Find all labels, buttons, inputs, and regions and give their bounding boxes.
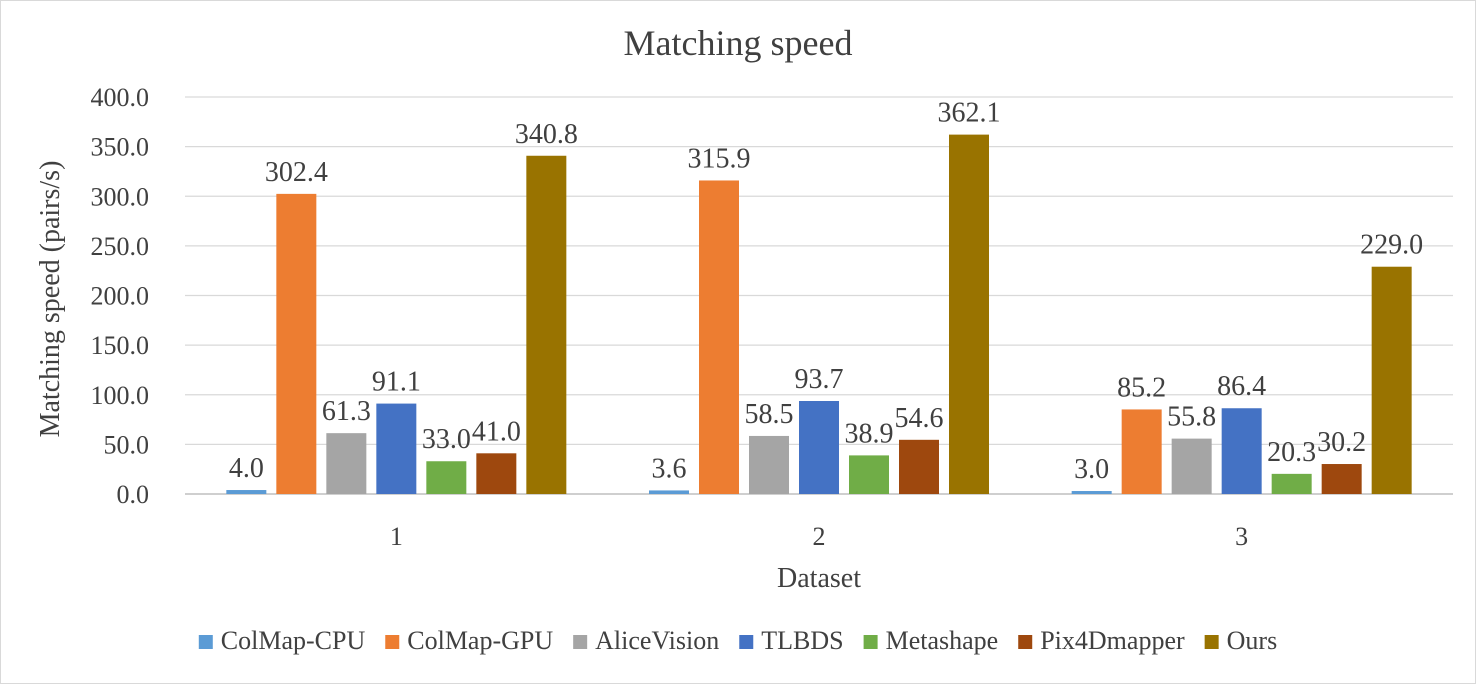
legend-label-ours: Ours [1227,626,1278,655]
bar-metashape-2 [849,455,889,494]
data-label: 86.4 [1217,371,1266,402]
bar-alicevision-3 [1171,438,1212,494]
data-label: 30.2 [1317,427,1366,458]
y-tick-label: 400.0 [91,83,150,112]
bar-ours-3 [1371,266,1412,494]
data-label: 33.0 [422,424,471,455]
bar-tlbds-3 [1221,408,1262,494]
legend-label-tlbds: TLBDS [761,626,843,655]
data-labels: 4.0 302.4 61.391.133.0 41.0 340.8 3.6 315.9 58.… [229,98,1423,485]
x-axis-label: Dataset [777,563,861,594]
bar-colmap-gpu-1 [276,193,317,495]
data-label: 85.2 [1117,372,1166,403]
legend-swatch-colmap-cpu [198,635,213,649]
bar-tlbds-1 [376,403,417,494]
data-label: 20.3 [1267,437,1316,468]
y-tick-label: 250.0 [91,232,150,261]
legend-label-colmap-gpu: ColMap-GPU [407,626,553,655]
legend-swatch-tlbds [739,635,754,649]
x-tick-label: 1 [390,522,403,551]
data-label: 315.9 [688,143,751,174]
y-tick-label: 200.0 [91,282,150,311]
y-tick-label: 350.0 [91,133,150,162]
legend-label-metashape: Metashape [886,626,999,655]
bar-colmap-gpu-3 [1121,409,1162,494]
bar-metashape-3 [1271,473,1312,494]
bar-pix4dmapper-3 [1321,464,1362,494]
data-label: 3.0 [1074,454,1109,485]
legend-label-colmap-cpu: ColMap-CPU [221,626,366,655]
chart-title: Matching speed [624,23,853,63]
data-label: 38.9 [845,418,894,449]
y-tick-label: 100.0 [91,381,150,410]
bar-alicevision-2 [749,435,789,494]
bar-pix4dmapper-2 [899,439,939,494]
bars [226,134,1412,495]
data-label: 362.1 [938,98,1001,129]
data-label: 3.6 [652,453,687,484]
data-label: 58.5 [745,399,794,430]
data-label: 91.1 [372,367,421,398]
bar-tlbds-2 [799,401,839,494]
y-tick-label: 150.0 [91,331,150,360]
legend: ColMap-CPU ColMap-GPU AliceVision TLBDS Meta… [198,626,1278,655]
data-label: 302.4 [265,157,328,188]
data-label: 93.7 [795,364,844,395]
y-axis-label: Matching speed (pairs/s) [35,161,66,438]
data-label: 4.0 [229,453,264,484]
data-label: 61.3 [322,396,371,427]
bar-metashape-1 [426,461,467,494]
bar-ours-2 [949,134,989,494]
bar-pix4dmapper-1 [476,453,517,494]
legend-swatch-alicevision [573,635,588,649]
bar-colmap-gpu-2 [699,180,739,495]
bar-ours-1 [526,155,567,495]
legend-swatch-metashape [863,635,878,649]
bar-colmap-cpu-1 [226,490,267,494]
bar-colmap-cpu-3 [1071,491,1112,494]
y-tick-label: 300.0 [91,182,150,211]
x-axis-ticks: 1 2 3 [390,522,1248,551]
data-label: 54.6 [895,403,944,434]
legend-swatch-pix4dmapper [1018,635,1033,649]
bar-alicevision-1 [326,433,367,494]
legend-label-pix4dmapper: Pix4Dmapper [1040,626,1185,655]
data-label: 229.0 [1360,230,1423,261]
x-tick-label: 2 [813,522,826,551]
y-tick-label: 50.0 [104,430,150,459]
data-label: 55.8 [1167,402,1216,433]
x-tick-label: 3 [1235,522,1248,551]
legend-swatch-colmap-gpu [385,635,400,649]
y-axis-ticks: 0.0 50.0 100.0 150.0 200.0 250.0 300.0 350.0 400… [91,83,150,509]
data-label: 340.8 [515,119,578,150]
y-tick-label: 0.0 [117,480,150,509]
bar-colmap-cpu-2 [649,490,689,494]
data-label: 41.0 [472,416,521,447]
legend-swatch-ours [1204,635,1219,649]
legend-label-alicevision: AliceVision [595,626,719,655]
